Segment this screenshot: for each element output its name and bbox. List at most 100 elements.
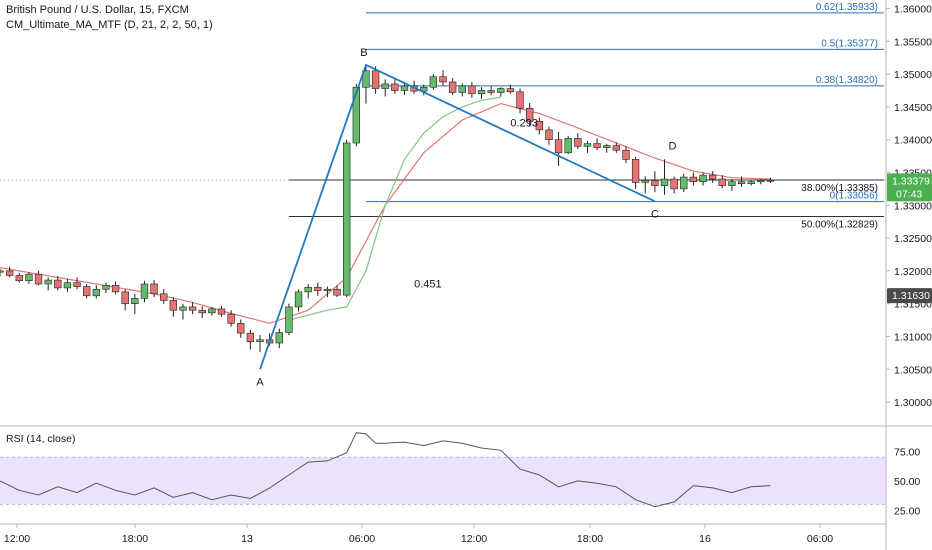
rsi-band [0, 457, 886, 505]
candle-body [718, 178, 726, 186]
candle-body [699, 174, 707, 182]
candle-body [333, 288, 341, 296]
ab-ratio-label: 0.451 [414, 278, 442, 290]
candle-body [554, 139, 563, 154]
candle-body [275, 332, 283, 344]
candle-body [506, 88, 515, 93]
y-tick-label: 1.33000 [894, 200, 932, 212]
pattern-point-label: C [651, 208, 659, 220]
fib-label: 0.62(1.35933) [816, 2, 878, 13]
candle-body [188, 306, 197, 311]
candle-body [680, 176, 688, 190]
bc-ratio-label: 0.293 [510, 118, 538, 130]
candle-body [535, 121, 543, 131]
fib-label: 0.5(1.35377) [821, 38, 878, 49]
x-tick-label: 18:00 [577, 533, 603, 545]
price-tag [887, 173, 932, 202]
candle-body [458, 85, 466, 93]
rsi-line [0, 432, 771, 508]
countdown-label: 07:43 [896, 188, 922, 200]
candle-body [160, 293, 168, 301]
candle-body [381, 83, 389, 89]
x-tick-label: 12:00 [4, 533, 30, 545]
retrace-label: 50.00%(1.32829) [801, 220, 878, 231]
candle-body [217, 308, 226, 315]
x-tick-label: 06:00 [807, 533, 833, 545]
candles [0, 64, 775, 353]
candle-body [227, 313, 235, 324]
candle-body [477, 90, 486, 95]
candle-body [583, 143, 592, 147]
candle-body [5, 270, 14, 276]
candle-body [651, 180, 659, 186]
candle-body [439, 76, 447, 83]
candle-body [83, 286, 91, 297]
candle-body [169, 300, 178, 311]
candle-body [708, 174, 717, 180]
candle-body [92, 288, 100, 297]
candle-body [612, 145, 621, 151]
pattern-point-label: D [669, 140, 677, 152]
y-tick-label: 1.30500 [894, 364, 932, 376]
candle-body [371, 70, 380, 89]
candle-body [420, 86, 428, 92]
candle-body [44, 279, 52, 285]
y-tick-label: 1.31000 [894, 331, 932, 343]
symbol-title: British Pound / U.S. Dollar, 15, FXCM [6, 4, 189, 16]
candle-body [526, 107, 534, 122]
x-tick-label: 16 [699, 533, 711, 545]
candle-body [516, 91, 524, 109]
candle-body [73, 282, 81, 287]
rsi-tick-label: 75.00 [894, 447, 920, 459]
y-tick-label: 1.35500 [894, 36, 932, 48]
price-tag-label: 1.33379 [892, 175, 930, 187]
candle-body [352, 86, 360, 144]
candle-body [246, 332, 255, 343]
candle-body [256, 339, 264, 343]
candle-body [140, 283, 149, 299]
retrace-label: 38.00%(1.33385) [801, 183, 878, 194]
candle-body [34, 273, 43, 285]
ma-green-line [288, 96, 501, 321]
candle-body [545, 129, 553, 140]
moving-averages [0, 96, 771, 324]
retracement-levels: 38.00%(1.33385) 50.00%(1.32829) [0, 179, 886, 231]
candle-body [285, 306, 293, 333]
candle-body [25, 273, 33, 282]
x-tick-label: 06:00 [349, 533, 375, 545]
candle-body [198, 309, 206, 314]
candle-body [54, 279, 62, 289]
x-tick-label: 12:00 [461, 533, 487, 545]
candle-body [0, 270, 4, 273]
candle-body [314, 286, 322, 291]
y-tick-label: 1.36000 [894, 4, 932, 16]
indicator-label: CM_Ultimate_MA_MTF (D, 21, 2, 2, 50, 1) [6, 19, 213, 31]
candle-body [343, 142, 351, 296]
candle-body [294, 291, 303, 308]
rsi-pane: RSI (14, close) 75.00 50.00 25.00 [0, 432, 920, 517]
rsi-title: RSI (14, close) [6, 433, 75, 445]
y-tick-label: 1.35000 [894, 69, 932, 81]
chart-header: British Pound / U.S. Dollar, 15, FXCM CM… [6, 3, 213, 33]
fib-label: 0.38(1.34820) [816, 75, 878, 86]
candle-body [150, 283, 158, 295]
candle-body [728, 181, 736, 186]
candle-body [102, 285, 110, 290]
rsi-tick-label: 50.00 [894, 476, 920, 488]
candle-body [487, 90, 495, 93]
candle-body [593, 143, 601, 148]
y-tick-label: 1.34500 [894, 102, 932, 114]
candle-body [631, 159, 640, 183]
candle-body [622, 149, 630, 160]
candle-body [63, 282, 72, 289]
pattern-line [259, 63, 656, 370]
candle-body [429, 76, 438, 88]
candle-body [111, 285, 120, 293]
pattern-point-label: B [360, 47, 367, 59]
candle-body [121, 291, 129, 304]
fib-label: 0(1.33056) [830, 191, 878, 202]
candle-body [304, 286, 312, 293]
harmonic-pattern[interactable]: A B C D 0.451 0.293 [256, 47, 676, 388]
